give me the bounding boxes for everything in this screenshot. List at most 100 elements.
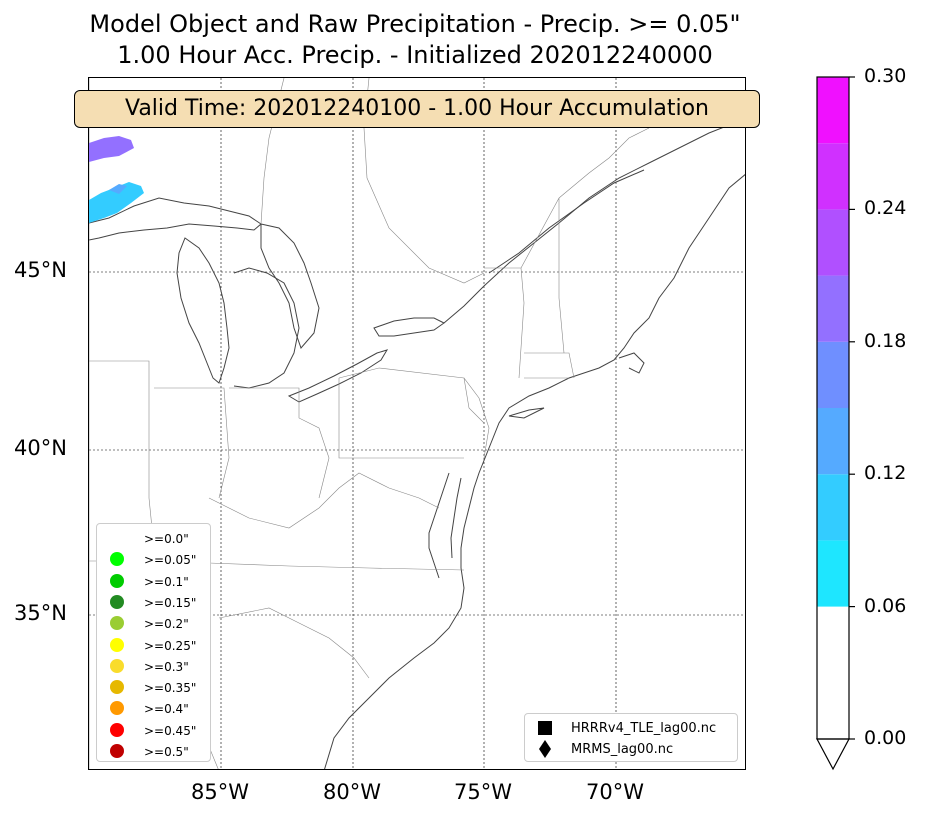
legend-dot-icon xyxy=(110,680,124,695)
colorbar-outline xyxy=(816,76,850,740)
colorbar-segment xyxy=(817,408,849,475)
legend-dot-icon xyxy=(110,637,124,652)
threshold-legend-label: >=0.3" xyxy=(144,659,189,674)
legend-dot-icon xyxy=(110,658,124,673)
michigan-lower-peninsula xyxy=(233,267,300,389)
border-pennsylvania xyxy=(338,378,464,459)
threshold-legend-item: >=0.5" xyxy=(97,741,212,761)
source-legend-label-hrrr: HRRRv4_TLE_lag00.nc xyxy=(571,721,717,736)
lake-michigan xyxy=(176,237,230,384)
threshold-legend-item: >=0.0" xyxy=(97,528,212,548)
lon-label-70: 70°W xyxy=(586,780,644,804)
colorbar-tick-label: 0.06 xyxy=(864,594,907,617)
threshold-legend-item: >=0.1" xyxy=(97,571,212,591)
border-new-jersey xyxy=(463,377,490,459)
map-title: Model Object and Raw Precipitation - Pre… xyxy=(89,10,741,38)
lat-label-40: 40°N xyxy=(14,436,67,460)
lake-huron xyxy=(260,223,320,349)
st-lawrence-river xyxy=(443,118,745,324)
threshold-legend-label: >=0.35" xyxy=(144,681,197,696)
border-maine xyxy=(558,127,650,199)
legend-dot-icon xyxy=(110,616,124,631)
legend-dot-icon xyxy=(110,573,124,588)
threshold-legend-item: >=0.2" xyxy=(97,613,212,633)
st-lawrence-south-bank xyxy=(488,169,645,274)
threshold-legend-label: >=0.0" xyxy=(144,532,189,546)
border-indiana xyxy=(154,387,230,499)
colorbar-tick-label: 0.00 xyxy=(864,727,907,749)
threshold-legend-item: >=0.4" xyxy=(97,698,212,718)
basemap xyxy=(89,78,745,769)
legend-dot-icon xyxy=(110,594,124,609)
threshold-legend-item: >=0.15" xyxy=(97,592,212,612)
border-kentucky-wv xyxy=(208,472,440,529)
border-vermont xyxy=(484,267,525,379)
cape-cod xyxy=(618,352,645,374)
threshold-legend-item: >=0.05" xyxy=(97,549,212,569)
coastlines xyxy=(89,118,745,769)
border-illinois xyxy=(89,360,155,549)
threshold-legend-label: >=0.2" xyxy=(144,617,189,632)
delmarva xyxy=(450,477,462,559)
source-legend-label-mrms: MRMS_lag00.nc xyxy=(571,742,674,757)
political-borders xyxy=(89,78,575,769)
colorbar-tick-label: 0.12 xyxy=(864,462,907,485)
lat-label-35: 35°N xyxy=(14,601,67,625)
colorbar-segment xyxy=(817,143,849,210)
long-island xyxy=(508,407,545,419)
lake-superior xyxy=(89,197,262,241)
colorbar-segment xyxy=(817,209,849,276)
lon-label-75: 75°W xyxy=(454,780,512,804)
square-icon xyxy=(538,721,552,735)
legend-dot-icon xyxy=(110,744,124,758)
threshold-legend-item: >=0.45" xyxy=(97,720,212,740)
legend-dot-icon xyxy=(110,701,124,716)
colorbar-tick-label: 0.18 xyxy=(864,329,907,352)
border-new-york xyxy=(338,367,485,424)
precipitation-objects xyxy=(89,136,144,223)
threshold-legend-label: >=0.45" xyxy=(144,723,197,738)
colorbar-tick-label: 0.24 xyxy=(864,197,907,220)
lon-label-85: 85°W xyxy=(191,780,249,804)
chesapeake-bay xyxy=(428,472,450,579)
atlantic-coastline xyxy=(324,174,745,769)
border-massachusetts xyxy=(524,352,575,379)
diamond-icon xyxy=(539,740,551,758)
border-new-hampshire xyxy=(520,197,565,354)
threshold-legend-label: >=0.25" xyxy=(144,638,197,653)
colorbar-segment xyxy=(817,540,849,607)
colorbar-tick-label: 0.30 xyxy=(864,65,907,87)
threshold-legend-label: >=0.15" xyxy=(144,595,197,610)
precip-cell-2 xyxy=(89,182,144,223)
colorbar-segment xyxy=(817,606,849,739)
colorbar-segment xyxy=(817,77,849,144)
map-subtitle: 1.00 Hour Acc. Precip. - Initialized 202… xyxy=(117,41,713,69)
lat-label-45: 45°N xyxy=(14,258,67,282)
precip-cell-1 xyxy=(89,136,134,162)
source-legend-item-hrrr: HRRRv4_TLE_lag00.nc xyxy=(525,718,739,738)
colorbar-segment xyxy=(817,275,849,342)
source-legend-item-mrms: MRMS_lag00.nc xyxy=(525,739,739,759)
colorbar-segment xyxy=(817,474,849,541)
colorbar xyxy=(816,76,855,771)
border-ohio xyxy=(229,387,330,499)
threshold-legend-item: >=0.3" xyxy=(97,656,212,676)
colorbar-extend-triangle xyxy=(816,738,850,771)
legend-dot-icon xyxy=(110,552,124,567)
threshold-legend-label: >=0.1" xyxy=(144,574,189,589)
precip-cell-3 xyxy=(109,184,127,194)
legend-dot-icon xyxy=(110,722,124,737)
source-legend: HRRRv4_TLE_lag00.nc MRMS_lag00.nc xyxy=(524,713,738,762)
threshold-legend-item: >=0.25" xyxy=(97,635,212,655)
legend-dot-icon xyxy=(110,531,124,545)
valid-time-box: Valid Time: 202012240100 - 1.00 Hour Acc… xyxy=(74,90,760,128)
lake-ontario xyxy=(373,317,445,337)
lake-erie xyxy=(287,349,389,403)
threshold-legend-label: >=0.4" xyxy=(144,702,189,717)
threshold-legend-label: >=0.05" xyxy=(144,553,197,568)
threshold-legend-item: >=0.35" xyxy=(97,677,212,697)
border-quebec xyxy=(363,78,485,284)
colorbar-segment xyxy=(817,341,849,408)
threshold-legend-label: >=0.5" xyxy=(144,745,189,759)
lon-label-80: 80°W xyxy=(323,780,381,804)
